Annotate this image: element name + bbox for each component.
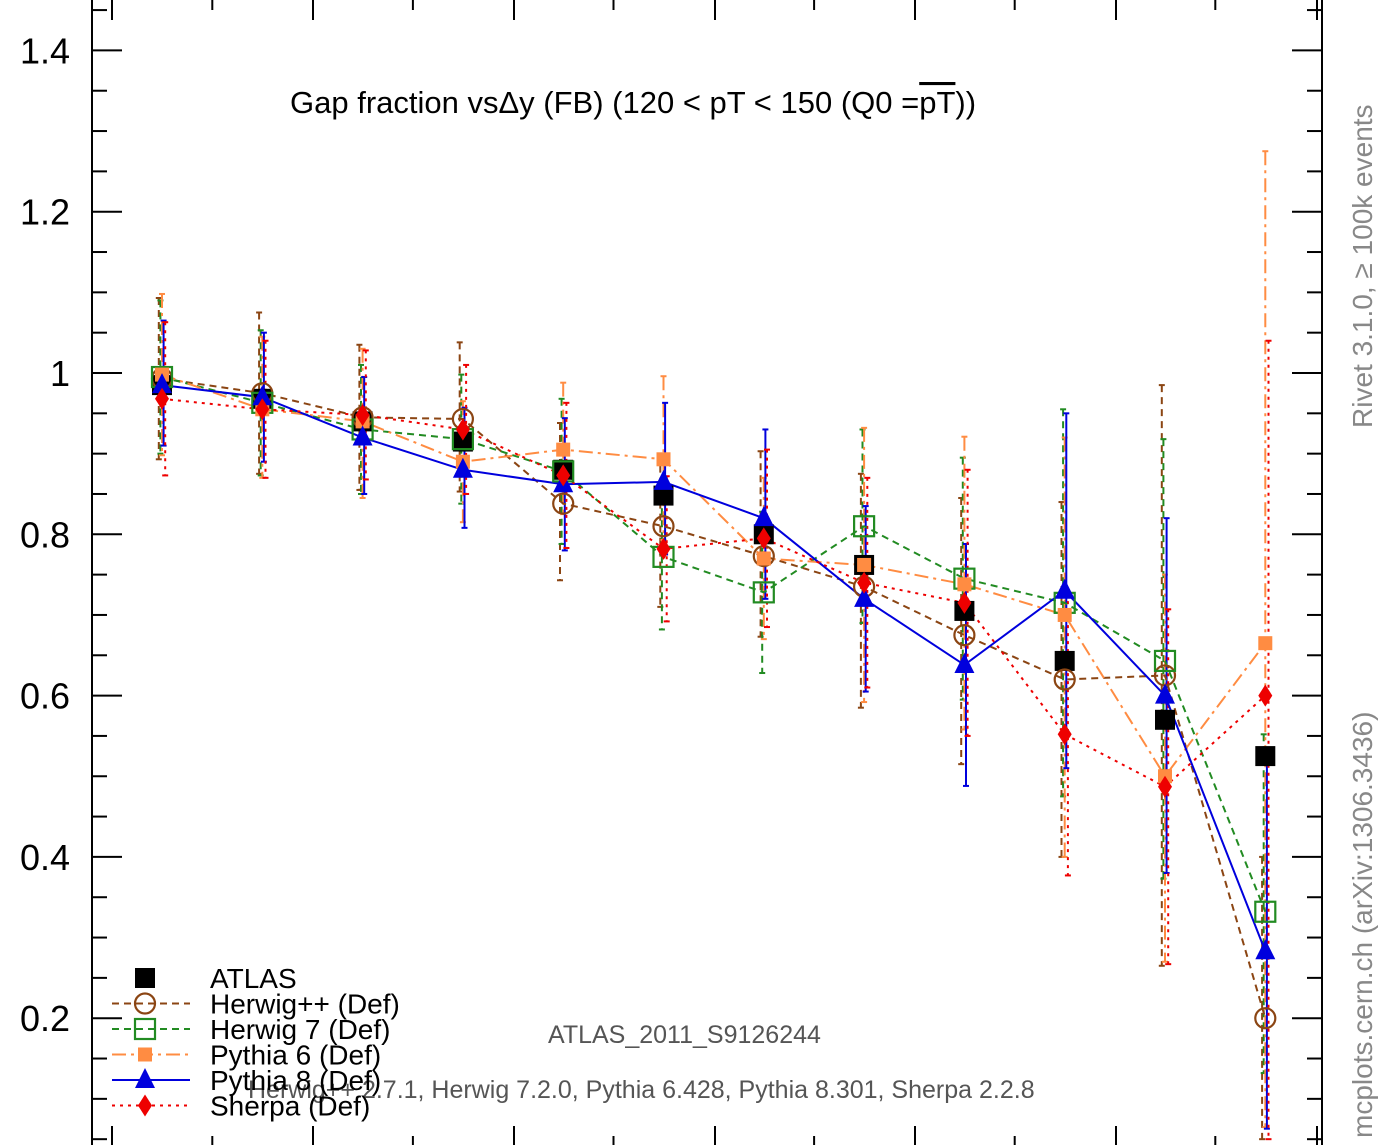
marker-square — [1255, 746, 1276, 767]
marker-open-circle — [652, 515, 675, 538]
marker-triangle — [1155, 683, 1175, 704]
marker-triangle — [152, 373, 172, 394]
marker-open-square — [133, 1017, 157, 1041]
side-label-mcplots: mcplots.cern.ch (arXiv:1306.3436) — [1347, 712, 1378, 1138]
marker-square — [653, 485, 674, 506]
y-tick-label: 1 — [50, 353, 70, 394]
legend-label: Herwig++ (Def) — [210, 989, 400, 1020]
marker-triangle — [252, 385, 273, 406]
marker-open-square — [1153, 649, 1177, 673]
side-label-rivet: Rivet 3.1.0, ≥ 100k events — [1347, 104, 1378, 428]
marker-diamond — [1258, 684, 1273, 707]
plot-frame — [91, 0, 1323, 1145]
legend-label: Sherpa (Def) — [210, 1091, 370, 1122]
series-line — [161, 376, 1267, 913]
marker-diamond — [455, 418, 470, 441]
marker-diamond — [155, 387, 169, 410]
legend-label: Pythia 8 (Def) — [210, 1065, 381, 1096]
marker-triangle — [1255, 939, 1276, 960]
marker-diamond — [756, 527, 771, 550]
marker-square — [135, 968, 155, 988]
series-line — [161, 373, 1267, 779]
legend-label: ATLAS — [210, 963, 297, 994]
marker-diamond — [255, 398, 270, 421]
marker-diamond — [656, 537, 671, 560]
marker-square — [1054, 650, 1075, 671]
series-line — [161, 397, 1266, 788]
marker-open-circle — [1053, 668, 1076, 691]
marker-diamond — [138, 1094, 152, 1117]
marker-open-circle — [1254, 1007, 1277, 1030]
chart-title-end: )) — [955, 85, 976, 120]
marker-square — [138, 1047, 152, 1062]
y-tick-label: 1.4 — [20, 30, 70, 71]
marker-triangle — [352, 425, 373, 446]
marker-triangle — [854, 586, 875, 607]
marker-diamond — [857, 571, 872, 594]
marker-square — [656, 452, 671, 467]
series-line — [161, 377, 1267, 1019]
series-lines — [161, 373, 1267, 1019]
generators-label: Herwig++ 2.7.1, Herwig 7.2.0, Pythia 6.4… — [248, 1076, 1035, 1104]
marker-diamond — [1057, 723, 1072, 746]
y-tick-label: 0.8 — [20, 514, 70, 555]
marker-diamond — [355, 403, 370, 426]
marker-triangle — [653, 469, 674, 490]
marker-open-circle — [133, 992, 157, 1015]
marker-triangle — [1054, 578, 1075, 599]
marker-diamond — [1158, 775, 1172, 798]
y-tick-label: 0.2 — [20, 998, 70, 1039]
legend-label: Herwig 7 (Def) — [210, 1014, 390, 1045]
y-tick-label: 1.2 — [20, 192, 70, 233]
marker-triangle — [954, 652, 975, 673]
chart-title-main: Gap fraction vsΔy (FB) (120 < pT < 150 (… — [290, 85, 919, 120]
y-tick-labels: 1.4 1.2 1 0.8 0.6 0.4 0.2 — [20, 30, 70, 1039]
axis-ticks — [92, 0, 1322, 1145]
marker-diamond — [556, 464, 571, 487]
marker-diamond — [957, 591, 972, 614]
analysis-label: ATLAS_2011_S9126244 — [548, 1021, 821, 1049]
data-markers — [150, 365, 1277, 1030]
marker-square — [452, 431, 473, 452]
marker-square — [1057, 607, 1072, 622]
marker-square — [857, 557, 872, 572]
marker-square — [556, 442, 571, 457]
marker-open-circle — [953, 624, 976, 647]
legend-label: Pythia 6 (Def) — [210, 1040, 381, 1071]
chart-title: Gap fraction vsΔy (FB) (120 < pT < 150 (… — [290, 85, 976, 120]
marker-open-square — [852, 515, 876, 538]
y-tick-label: 0.6 — [20, 676, 70, 717]
marker-square — [1258, 636, 1273, 651]
marker-triangle — [135, 1068, 155, 1088]
marker-open-square — [1254, 900, 1277, 923]
series-line — [161, 384, 1267, 952]
marker-triangle — [753, 506, 774, 527]
marker-square — [957, 577, 972, 592]
marker-open-circle — [552, 492, 575, 515]
y-tick-label: 0.4 — [20, 837, 70, 878]
chart-title-overline: pT — [919, 85, 955, 120]
marker-square — [756, 551, 771, 566]
marker-triangle — [452, 457, 473, 478]
plot-border — [91, 0, 1323, 1145]
marker-square — [1155, 709, 1175, 730]
marker-open-square — [752, 581, 775, 604]
